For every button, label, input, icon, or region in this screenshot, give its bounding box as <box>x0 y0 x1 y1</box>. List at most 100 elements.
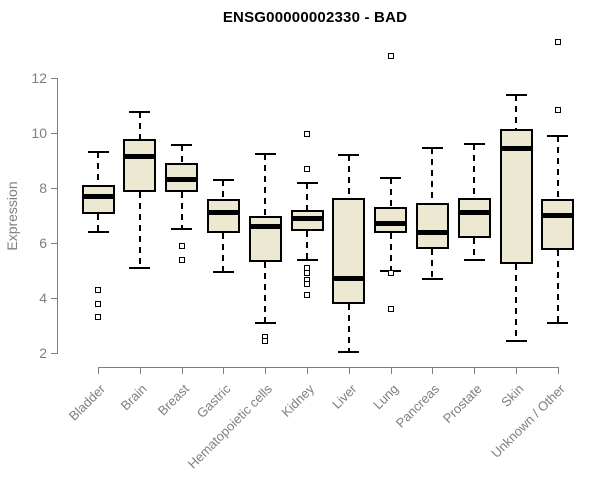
outlier-point <box>554 39 561 46</box>
box <box>541 199 575 250</box>
whisker-cap-lower <box>254 321 276 324</box>
whisker-lower <box>222 233 225 272</box>
whisker-cap-upper <box>129 111 151 114</box>
whisker-cap-upper <box>87 151 109 154</box>
whisker-cap-upper <box>212 178 234 181</box>
whisker-cap-lower <box>421 277 443 280</box>
x-category-label: Liver <box>328 381 360 412</box>
whisker-upper <box>97 152 99 186</box>
whisker-cap-lower <box>463 258 485 261</box>
whisker-lower <box>473 237 476 260</box>
whisker-lower <box>515 263 517 341</box>
x-category-label: Skin <box>497 381 527 410</box>
median-line <box>165 177 199 183</box>
whisker-upper <box>347 155 350 198</box>
outlier-point <box>304 270 310 277</box>
whisker-lower <box>180 192 183 230</box>
x-category-label: Gastric <box>193 381 234 421</box>
whisker-upper <box>306 182 308 210</box>
y-axis-line <box>57 78 58 354</box>
outlier-point <box>304 281 310 288</box>
whisker-cap-upper <box>380 177 402 180</box>
x-tick <box>557 368 559 374</box>
whisker-upper <box>389 178 392 208</box>
y-tick <box>51 243 57 244</box>
y-tick <box>51 353 57 354</box>
whisker-upper <box>264 153 267 216</box>
whisker-upper <box>431 148 434 204</box>
x-tick <box>139 368 141 374</box>
whisker-lower <box>138 192 141 268</box>
box <box>332 197 366 304</box>
outlier-point <box>95 314 101 321</box>
x-tick <box>390 368 392 374</box>
x-category-label: Breast <box>154 381 192 419</box>
box <box>499 128 533 264</box>
box <box>457 197 491 238</box>
x-category-label: Lung <box>369 381 401 413</box>
median-line <box>123 153 157 159</box>
whisker-cap-upper <box>254 152 276 155</box>
outlier-point <box>304 165 310 172</box>
y-tick-label: 6 <box>39 235 47 251</box>
y-tick <box>51 298 57 299</box>
whisker-upper <box>515 94 517 129</box>
whisker-cap-lower <box>87 231 109 233</box>
median-line <box>499 145 533 151</box>
outlier-point <box>178 256 185 263</box>
x-tick <box>516 368 517 374</box>
x-tick <box>98 368 99 374</box>
median-line <box>290 215 324 221</box>
x-tick <box>348 368 350 374</box>
y-tick-label: 8 <box>39 180 47 196</box>
whisker-upper <box>138 112 141 139</box>
whisker-lower <box>306 230 308 260</box>
x-tick <box>474 368 476 374</box>
median-line <box>457 210 491 216</box>
box <box>81 185 115 215</box>
whisker-lower <box>556 249 559 323</box>
outlier-point <box>387 53 394 59</box>
median-line <box>81 193 115 199</box>
y-tick-label: 2 <box>39 345 47 361</box>
y-tick-label: 12 <box>31 70 47 86</box>
whisker-lower <box>389 233 392 271</box>
whisker-lower <box>264 262 267 323</box>
chart-title: ENSG00000002330 - BAD <box>222 9 408 26</box>
box <box>415 203 449 249</box>
outlier-point <box>262 337 269 344</box>
whisker-cap-lower <box>296 258 318 261</box>
x-tick <box>432 368 434 374</box>
x-category-label: Kidney <box>278 381 318 420</box>
outlier-point <box>178 242 185 249</box>
whisker-cap-lower <box>547 321 569 324</box>
whisker-cap-lower <box>338 350 360 353</box>
x-category-label: Bladder <box>66 381 109 424</box>
box <box>123 138 157 193</box>
whisker-upper <box>180 145 183 164</box>
median-line <box>415 229 449 235</box>
whisker-upper <box>556 135 559 199</box>
outlier-point <box>554 106 561 113</box>
x-tick <box>265 368 267 374</box>
y-tick <box>51 133 57 134</box>
box <box>206 199 240 234</box>
whisker-cap-upper <box>505 93 527 96</box>
outlier-point <box>95 300 101 307</box>
y-tick-label: 4 <box>39 290 47 306</box>
median-line <box>374 221 408 227</box>
whisker-cap-upper <box>338 154 360 156</box>
x-tick <box>223 368 225 374</box>
whisker-lower <box>97 214 99 232</box>
whisker-cap-upper <box>171 144 193 147</box>
median-line <box>332 276 366 282</box>
outlier-point <box>304 292 310 299</box>
x-tick <box>307 368 308 374</box>
whisker-lower <box>347 303 350 352</box>
whisker-upper <box>222 179 225 199</box>
whisker-cap-lower <box>171 228 193 231</box>
x-axis-line <box>98 367 559 368</box>
whisker-cap-upper <box>421 147 443 150</box>
y-tick <box>51 188 57 189</box>
